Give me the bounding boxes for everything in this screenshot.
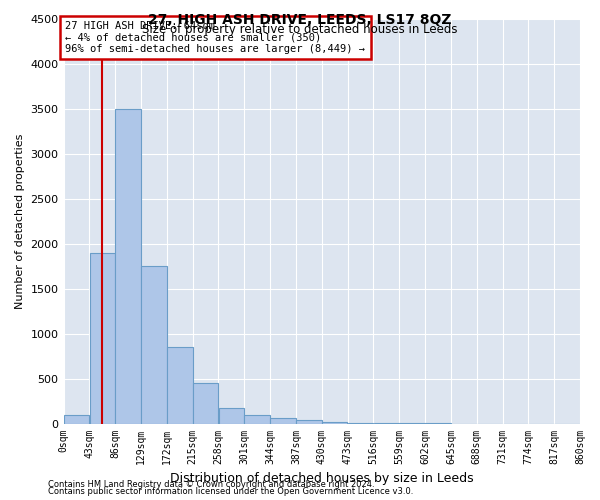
Text: 27, HIGH ASH DRIVE, LEEDS, LS17 8QZ: 27, HIGH ASH DRIVE, LEEDS, LS17 8QZ [148,12,452,26]
Bar [64,414,89,424]
Bar [193,383,218,424]
Bar [322,422,347,424]
Y-axis label: Number of detached properties: Number of detached properties [15,134,25,309]
Bar [296,420,322,424]
Bar [270,418,296,424]
X-axis label: Distribution of detached houses by size in Leeds: Distribution of detached houses by size … [170,472,473,485]
Text: Contains HM Land Registry data © Crown copyright and database right 2024.: Contains HM Land Registry data © Crown c… [48,480,374,489]
Text: Size of property relative to detached houses in Leeds: Size of property relative to detached ho… [142,22,458,36]
Bar [348,422,373,424]
Text: Contains public sector information licensed under the Open Government Licence v3: Contains public sector information licen… [48,487,413,496]
Bar [244,414,270,424]
Bar [115,109,141,424]
Bar [167,347,193,424]
Text: 27 HIGH ASH DRIVE: 64sqm
← 4% of detached houses are smaller (350)
96% of semi-d: 27 HIGH ASH DRIVE: 64sqm ← 4% of detache… [65,21,365,54]
Bar [89,252,115,424]
Bar [141,266,167,424]
Bar [218,408,244,424]
